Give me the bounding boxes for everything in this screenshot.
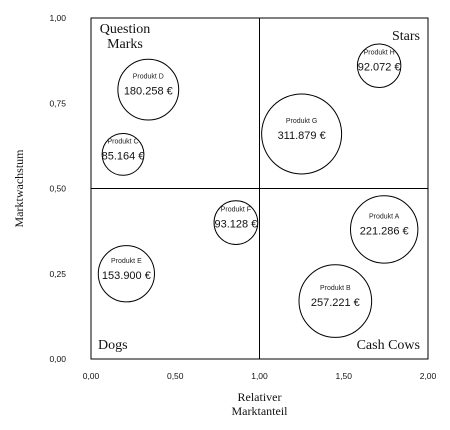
x-tick-label: 1,50 bbox=[335, 371, 352, 381]
bubble-value-label: 93.128 € bbox=[214, 219, 257, 231]
bubble-circle bbox=[356, 43, 402, 88]
y-tick-label: 0,75 bbox=[49, 98, 66, 108]
bubble-circle bbox=[97, 245, 155, 303]
quadrant-labels: Question Marks Stars Dogs Cash Cows bbox=[98, 22, 420, 353]
quadrant-label-top-left: Question Marks bbox=[100, 22, 151, 52]
bubble-value-label: 311.879 € bbox=[278, 130, 326, 142]
bubble-produkt-a: Produkt A 221.286 € bbox=[349, 195, 419, 264]
x-tick-label: 0,50 bbox=[167, 371, 184, 381]
bubble-produkt-g: Produkt G 311.879 € bbox=[261, 93, 343, 175]
bubble-produkt-e: Produkt E 153.900 € bbox=[97, 245, 155, 303]
bubble-produkt-h: Produkt H 92.072 € bbox=[356, 43, 402, 88]
bubble-circle bbox=[117, 58, 180, 121]
y-axis-ticks: 0,00 0,25 0,50 0,75 1,00 bbox=[49, 13, 66, 364]
bubble-circle bbox=[101, 132, 145, 176]
bubble-name-label: Produkt G bbox=[286, 118, 318, 125]
bubble-produkt-c: Produkt C 85.164 € bbox=[101, 132, 145, 176]
bubble-name-label: Produkt E bbox=[111, 258, 142, 265]
y-axis-title: Marktwachstum bbox=[12, 149, 26, 228]
bubble-produkt-d: Produkt D 180.258 € bbox=[117, 58, 180, 121]
bubble-circle bbox=[349, 195, 419, 264]
bubble-value-label: 92.072 € bbox=[358, 62, 401, 74]
bubble-produkt-b: Produkt B 257.221 € bbox=[298, 264, 373, 338]
x-tick-label: 1,00 bbox=[251, 371, 268, 381]
bubble-name-label: Produkt A bbox=[369, 213, 400, 220]
x-tick-label: 0,00 bbox=[83, 371, 100, 381]
y-tick-label: 1,00 bbox=[49, 13, 66, 23]
x-tick-label: 2,00 bbox=[420, 371, 437, 381]
bubble-name-label: Produkt B bbox=[320, 285, 351, 292]
quadrant-label-bottom-left: Dogs bbox=[98, 338, 128, 353]
bubble-value-label: 221.286 € bbox=[360, 225, 409, 237]
bubble-value-label: 85.164 € bbox=[102, 150, 145, 162]
bubble-circle bbox=[261, 93, 343, 175]
bubble-value-label: 180.258 € bbox=[124, 86, 173, 98]
y-tick-label: 0,50 bbox=[49, 184, 66, 194]
y-tick-label: 0,25 bbox=[49, 269, 66, 279]
quadrant-label-top-right: Stars bbox=[392, 29, 420, 44]
y-tick-label: 0,00 bbox=[49, 354, 66, 364]
bubble-circle bbox=[298, 264, 373, 338]
x-axis-title: Relativer Marktanteil bbox=[232, 390, 289, 418]
bubble-name-label: Produkt H bbox=[364, 50, 395, 57]
quadrant-label-bottom-right: Cash Cows bbox=[357, 338, 420, 353]
bubble-name-label: Produkt C bbox=[107, 138, 138, 145]
x-axis-ticks: 0,00 0,50 1,00 1,50 2,00 bbox=[83, 371, 437, 381]
bubble-circle bbox=[213, 200, 259, 245]
bubble-value-label: 257.221 € bbox=[311, 297, 360, 309]
bubble-name-label: Produkt F bbox=[221, 207, 251, 214]
bubble-value-label: 153.900 € bbox=[102, 270, 151, 282]
bubble-produkt-f: Produkt F 93.128 € bbox=[213, 200, 259, 245]
bubble-name-label: Produkt D bbox=[133, 74, 164, 81]
